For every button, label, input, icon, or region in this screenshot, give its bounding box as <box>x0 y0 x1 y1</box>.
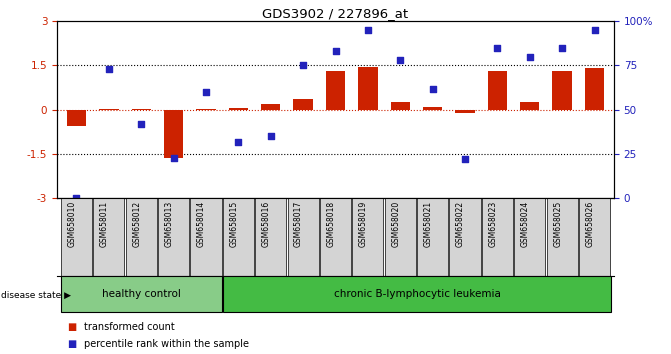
Bar <box>326 72 345 110</box>
Text: ■: ■ <box>67 339 76 349</box>
Point <box>201 89 211 95</box>
Bar <box>61 276 221 312</box>
Text: GSM658010: GSM658010 <box>68 201 76 247</box>
Text: GSM658026: GSM658026 <box>586 201 595 247</box>
Point <box>233 139 244 144</box>
Text: GSM658025: GSM658025 <box>553 201 562 247</box>
Text: GSM658018: GSM658018 <box>327 201 336 247</box>
Text: healthy control: healthy control <box>102 289 180 299</box>
Bar <box>255 198 287 276</box>
Text: GSM658024: GSM658024 <box>521 201 530 247</box>
Bar <box>261 104 280 110</box>
Point <box>330 48 341 54</box>
Bar <box>579 198 610 276</box>
Bar <box>93 198 124 276</box>
Text: GSM658013: GSM658013 <box>164 201 174 247</box>
Text: GSM658022: GSM658022 <box>456 201 465 247</box>
Bar <box>99 109 119 110</box>
Point <box>395 57 406 63</box>
Text: GSM658017: GSM658017 <box>294 201 303 247</box>
Bar <box>125 198 157 276</box>
Point <box>589 27 600 33</box>
Text: ■: ■ <box>67 322 76 332</box>
Bar <box>191 198 221 276</box>
Bar <box>352 198 383 276</box>
Point <box>298 63 309 68</box>
Bar <box>229 108 248 110</box>
Bar <box>585 68 605 110</box>
Point <box>427 86 438 91</box>
Bar <box>514 198 546 276</box>
Bar <box>450 198 480 276</box>
Bar <box>482 198 513 276</box>
Text: GSM658020: GSM658020 <box>391 201 401 247</box>
Bar <box>132 109 151 110</box>
Bar <box>423 107 442 110</box>
Bar <box>61 198 92 276</box>
Text: GSM658014: GSM658014 <box>197 201 206 247</box>
Point <box>492 45 503 51</box>
Bar <box>66 110 86 126</box>
Bar <box>456 110 474 113</box>
Text: transformed count: transformed count <box>84 322 174 332</box>
Bar <box>164 110 183 159</box>
Text: GSM658011: GSM658011 <box>100 201 109 247</box>
Text: disease state ▶: disease state ▶ <box>1 291 70 300</box>
Point <box>265 133 276 139</box>
Text: GSM658021: GSM658021 <box>423 201 433 247</box>
Text: GSM658015: GSM658015 <box>229 201 238 247</box>
Bar <box>391 102 410 110</box>
Bar <box>293 99 313 110</box>
Text: GSM658019: GSM658019 <box>359 201 368 247</box>
Bar <box>488 72 507 110</box>
Bar <box>552 72 572 110</box>
Point <box>525 54 535 59</box>
Bar <box>358 67 378 110</box>
Bar <box>196 109 215 110</box>
Point <box>460 156 470 162</box>
Bar <box>320 198 351 276</box>
Text: percentile rank within the sample: percentile rank within the sample <box>84 339 249 349</box>
Bar <box>547 198 578 276</box>
Point <box>103 66 114 72</box>
Bar <box>223 276 611 312</box>
Bar <box>158 198 189 276</box>
Point <box>168 155 179 160</box>
Text: chronic B-lymphocytic leukemia: chronic B-lymphocytic leukemia <box>333 289 501 299</box>
Point <box>362 27 373 33</box>
Point <box>71 195 82 201</box>
Bar <box>384 198 416 276</box>
Bar <box>223 198 254 276</box>
Point <box>557 45 568 51</box>
Point <box>136 121 146 127</box>
Text: GSM658023: GSM658023 <box>488 201 497 247</box>
Text: GSM658016: GSM658016 <box>262 201 270 247</box>
Text: GSM658012: GSM658012 <box>132 201 141 247</box>
Bar <box>520 102 539 110</box>
Bar <box>417 198 448 276</box>
Bar <box>288 198 319 276</box>
Title: GDS3902 / 227896_at: GDS3902 / 227896_at <box>262 7 409 20</box>
